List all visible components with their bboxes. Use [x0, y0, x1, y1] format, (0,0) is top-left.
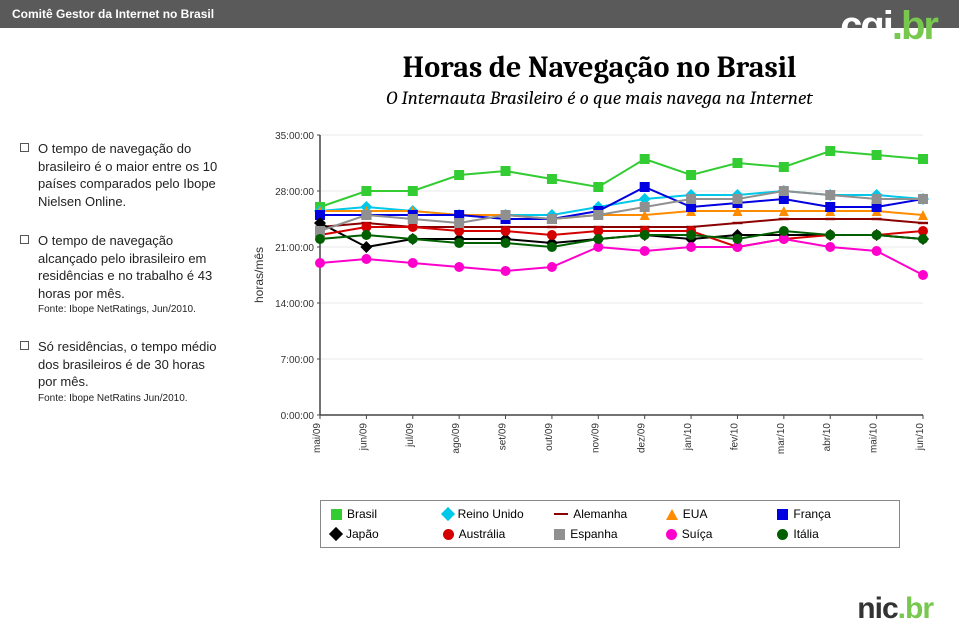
svg-text:horas/mês: horas/mês	[252, 247, 266, 303]
logo-accent: .br	[892, 4, 937, 48]
svg-text:abr/10: abr/10	[822, 423, 833, 452]
svg-text:set/09: set/09	[498, 423, 509, 451]
bullet-text: O tempo de navegação alcançado pelo ibra…	[38, 232, 220, 302]
svg-text:fev/10: fev/10	[729, 423, 740, 451]
svg-text:35:00:00: 35:00:00	[275, 131, 314, 142]
legend-item: EUA	[666, 507, 778, 521]
topbar-text: Comitê Gestor da Internet no Brasil	[12, 7, 214, 21]
chart-legend: Brasil Reino Unido Alemanha EUA França Japão A…	[320, 500, 900, 548]
bullet-item: O tempo de navegação alcançado pelo ibra…	[20, 232, 220, 316]
legend-label: Brasil	[347, 507, 377, 521]
legend-marker-icon	[331, 509, 342, 520]
bullet-item: Só residências, o tempo médio dos brasil…	[20, 338, 220, 405]
legend-item: Austrália	[443, 527, 555, 541]
legend-label: Reino Unido	[458, 507, 524, 521]
page-subtitle: O Internauta Brasileiro é o que mais nav…	[260, 87, 939, 109]
bullet-note: Fonte: Ibope NetRatins Jun/2010.	[38, 393, 220, 405]
svg-text:7:00:00: 7:00:00	[281, 355, 315, 366]
bullet-text: O tempo de navegação do brasileiro é o m…	[38, 140, 220, 210]
legend-label: Itália	[793, 527, 818, 541]
legend-item: Espanha	[554, 527, 666, 541]
svg-text:ago/09: ago/09	[451, 423, 462, 454]
legend-marker-icon	[777, 529, 788, 540]
navigation-hours-chart: 0:00:00 7:00:00 14:00:00 21:00:00 28:00:00 35…	[245, 125, 935, 475]
legend-item: Reino Unido	[443, 507, 555, 521]
svg-text:jun/10: jun/10	[915, 423, 926, 452]
svg-text:21:00:00: 21:00:00	[275, 243, 314, 254]
svg-text:dez/09: dez/09	[637, 423, 648, 453]
legend-label: Japão	[346, 527, 379, 541]
footer-logo-text: nic	[857, 592, 897, 625]
svg-text:jan/10: jan/10	[683, 423, 694, 452]
legend-label: França	[793, 507, 830, 521]
legend-label: Austrália	[459, 527, 506, 541]
svg-text:jul/09: jul/09	[405, 423, 416, 448]
bullet-square-icon	[20, 143, 29, 152]
legend-label: Suíça	[682, 527, 713, 541]
legend-label: Alemanha	[573, 507, 627, 521]
legend-marker-icon	[329, 527, 343, 541]
legend-marker-icon	[554, 529, 565, 540]
legend-label: Espanha	[570, 527, 617, 541]
logo-text: cgi	[840, 4, 892, 48]
legend-marker-icon	[777, 509, 788, 520]
svg-text:jun/09: jun/09	[358, 423, 369, 452]
footer-logo-accent: .br	[898, 592, 933, 625]
page-title: Horas de Navegação no Brasil	[260, 50, 939, 85]
svg-text:nov/09: nov/09	[590, 423, 601, 453]
cgi-logo: cgi.br	[840, 4, 937, 49]
legend-item: Itália	[777, 527, 889, 541]
svg-text:mai/10: mai/10	[869, 423, 880, 453]
legend-marker-icon	[666, 529, 677, 540]
bullet-note: Fonte: Ibope NetRatings, Jun/2010.	[38, 304, 220, 316]
legend-label: EUA	[683, 507, 708, 521]
legend-item: Brasil	[331, 507, 443, 521]
svg-text:mar/10: mar/10	[776, 423, 787, 455]
legend-marker-icon	[443, 529, 454, 540]
bullet-square-icon	[20, 341, 29, 350]
legend-marker-icon	[666, 509, 678, 520]
legend-item: Alemanha	[554, 507, 666, 521]
legend-item: Suíça	[666, 527, 778, 541]
svg-text:28:00:00: 28:00:00	[275, 187, 314, 198]
bullet-square-icon	[20, 235, 29, 244]
legend-marker-icon	[554, 513, 568, 515]
svg-text:14:00:00: 14:00:00	[275, 299, 314, 310]
svg-text:0:00:00: 0:00:00	[281, 411, 315, 422]
title-block: Horas de Navegação no Brasil O Internaut…	[260, 50, 939, 109]
bullet-text: Só residências, o tempo médio dos brasil…	[38, 338, 220, 391]
legend-item: Japão	[331, 527, 443, 541]
svg-text:mai/09: mai/09	[312, 423, 323, 453]
legend-item: França	[777, 507, 889, 521]
nic-logo: nic.br	[857, 592, 933, 626]
bullet-list: O tempo de navegação do brasileiro é o m…	[20, 140, 220, 427]
legend-marker-icon	[441, 507, 455, 521]
svg-text:out/09: out/09	[544, 423, 555, 451]
bullet-item: O tempo de navegação do brasileiro é o m…	[20, 140, 220, 210]
top-bar: Comitê Gestor da Internet no Brasil	[0, 0, 959, 28]
